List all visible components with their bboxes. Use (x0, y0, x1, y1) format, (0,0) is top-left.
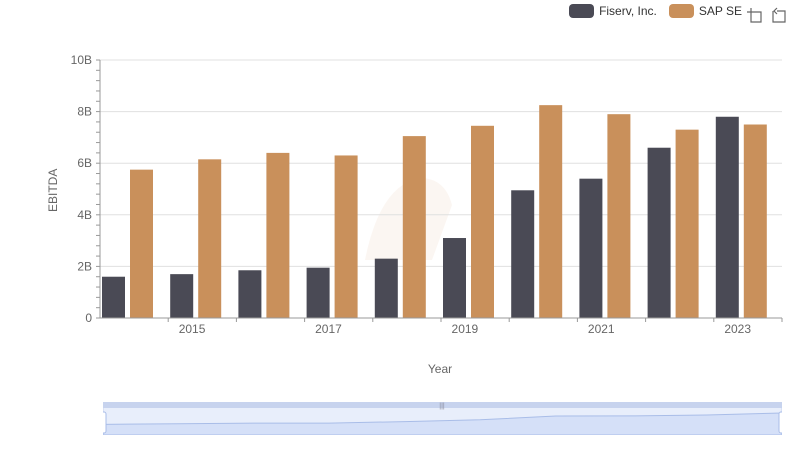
bar-sap-2019 (471, 125, 494, 318)
bar-sap-2020 (539, 105, 563, 319)
bar-sap-2021 (607, 114, 631, 319)
zoom-grip-icon[interactable]: ||| (439, 403, 445, 410)
bar-sap-2016 (266, 152, 290, 318)
bar-fiserv-2015 (170, 274, 194, 318)
zoom-handle-right[interactable] (778, 411, 786, 434)
y-tick-label: 10B (71, 53, 92, 67)
bar-fiserv-2014 (102, 276, 125, 318)
bar-fiserv-2017 (306, 267, 330, 318)
bar-fiserv-2020 (511, 190, 535, 318)
y-axis-label: EBITDA (46, 168, 60, 212)
bar-sap-2015 (198, 159, 222, 318)
bars (102, 105, 767, 319)
chart-legend: Fiserv, Inc. SAP SE (569, 4, 742, 18)
x-tick-label: 2023 (724, 322, 751, 336)
legend-label-fiserv: Fiserv, Inc. (599, 4, 657, 18)
bar-sap-2014 (130, 169, 153, 318)
data-zoom-slider[interactable]: ||| (99, 401, 786, 436)
bar-sap-2023 (743, 124, 767, 318)
y-tick-label: 8B (77, 105, 92, 119)
zoom-reset-icon[interactable] (770, 7, 786, 23)
legend-swatch-fiserv (569, 4, 595, 18)
x-tick-label: 2015 (179, 322, 206, 336)
chart-toolbox (746, 7, 786, 23)
x-tick-label: 2021 (588, 322, 615, 336)
y-axis-ticks: 0 2B 4B 6B 8B 10B (71, 53, 101, 325)
bar-sap-2022 (675, 129, 699, 318)
data-zoom-track: ||| (99, 401, 786, 436)
bar-fiserv-2016 (238, 270, 262, 318)
x-axis-label: Year (427, 362, 453, 376)
zoom-select-icon[interactable] (746, 7, 762, 23)
y-tick-label: 0 (85, 311, 92, 325)
y-tick-label: 2B (77, 259, 92, 273)
bar-fiserv-2023 (715, 116, 739, 318)
bar-fiserv-2019 (443, 238, 466, 318)
bar-fiserv-2021 (579, 178, 603, 318)
bar-fiserv-2018 (374, 258, 398, 318)
legend-item-sap[interactable]: SAP SE (668, 4, 742, 18)
x-tick-label: 2019 (452, 322, 479, 336)
x-axis-ticks: 2015 2017 2019 2021 2023 (100, 317, 783, 336)
legend-label-sap: SAP SE (698, 4, 742, 18)
y-tick-label: 6B (77, 156, 92, 170)
x-tick-label: 2017 (315, 322, 342, 336)
zoom-handle-left[interactable] (99, 411, 107, 434)
legend-swatch-sap (668, 4, 694, 18)
y-tick-label: 4B (77, 208, 92, 222)
bar-sap-2017 (334, 155, 358, 318)
bar-fiserv-2022 (647, 147, 671, 318)
bar-sap-2018 (402, 136, 426, 318)
legend-item-fiserv[interactable]: Fiserv, Inc. (569, 4, 657, 18)
